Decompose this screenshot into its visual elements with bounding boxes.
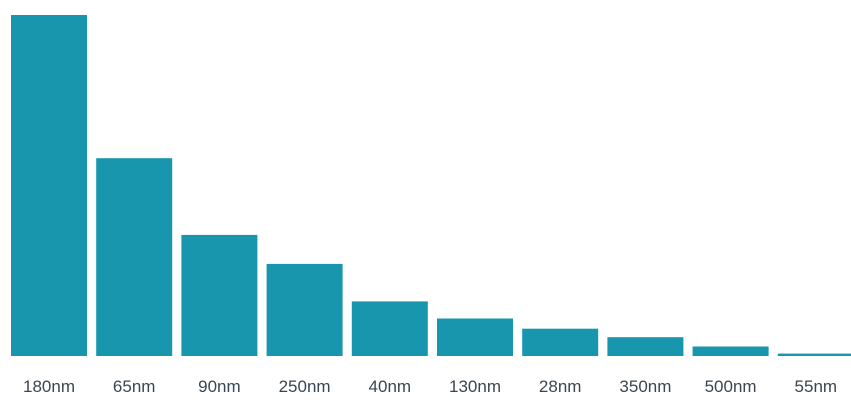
bar-350nm [607,337,684,356]
x-tick-label: 65nm [113,377,156,396]
x-tick-label: 130nm [449,377,501,396]
bar-130nm [437,318,513,356]
bar-55nm [777,353,851,356]
x-tick-label: 500nm [705,377,757,396]
x-tick-label: 180nm [23,377,75,396]
x-tick-label: 350nm [619,377,671,396]
x-tick-label: 55nm [795,377,838,396]
bar-180nm [11,15,87,356]
bar-65nm [96,158,173,356]
bar-90nm [181,234,258,356]
x-tick-label: 28nm [539,377,582,396]
bar-28nm [522,328,599,356]
x-tick-label: 90nm [198,377,241,396]
bar-40nm [351,301,428,356]
x-tick-label: 40nm [369,377,412,396]
bar-500nm [692,346,769,356]
x-axis-tick-labels: 180nm 65nm 90nm 250nm 40nm 130nm 28nm 350nm 500n… [23,377,837,396]
bars-layer [11,15,851,356]
bar-250nm [266,263,343,356]
x-tick-label: 250nm [279,377,331,396]
